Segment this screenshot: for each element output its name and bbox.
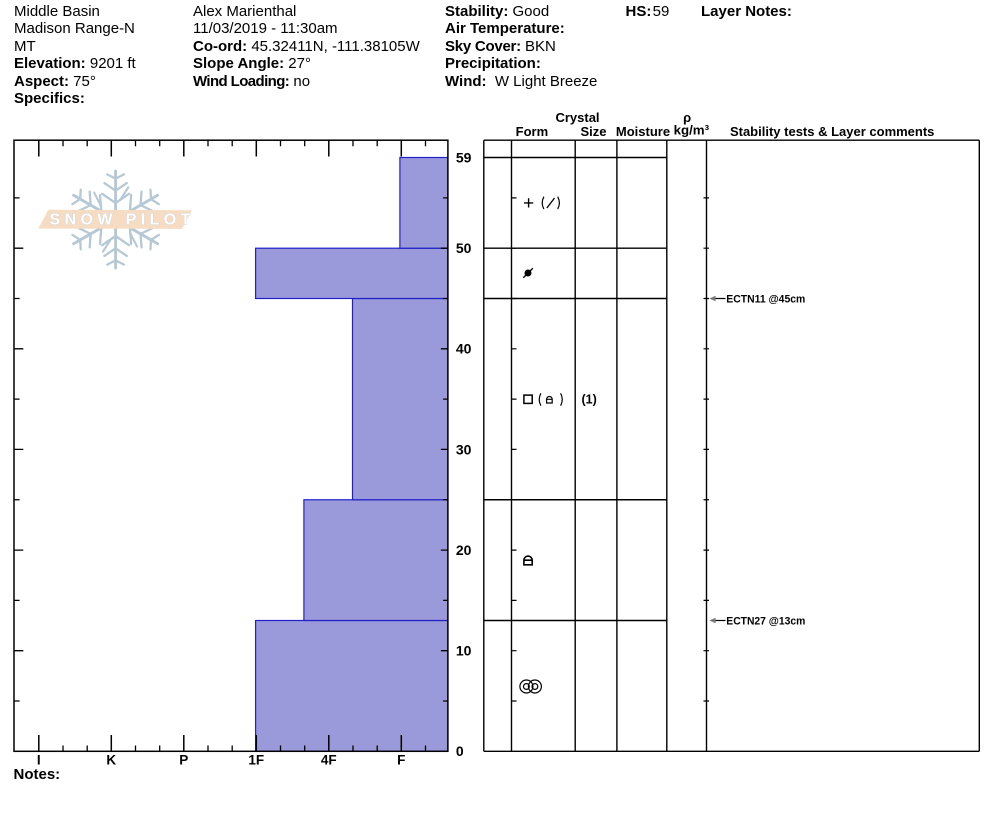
svg-text:I: I [37,753,41,768]
svg-text:Notes:: Notes: [14,766,61,783]
svg-text:Form: Form [516,124,549,139]
svg-text:SNOW PILOT: SNOW PILOT [50,212,195,229]
svg-text:0: 0 [456,743,464,759]
svg-text:F: F [397,753,405,768]
svg-text:1F: 1F [248,753,264,768]
svg-text:K: K [106,753,116,768]
svg-text:ρ: ρ [683,110,691,125]
svg-text:Stability tests & Layer commen: Stability tests & Layer comments [730,124,934,139]
svg-text:Moisture: Moisture [616,124,670,139]
svg-text:P: P [179,753,188,768]
svg-text:40: 40 [456,341,472,357]
svg-text:Size: Size [580,124,606,139]
svg-text:4F: 4F [321,753,337,768]
svg-text:Crystal: Crystal [555,110,599,125]
svg-text:(1): (1) [582,393,597,407]
svg-text:ECTN27 @13cm: ECTN27 @13cm [726,615,805,627]
svg-text:30: 30 [456,441,472,457]
svg-text:20: 20 [456,542,472,558]
svg-text:10: 10 [456,643,472,659]
svg-text:59: 59 [456,149,472,165]
svg-text:ECTN11 @45cm: ECTN11 @45cm [726,293,805,305]
svg-text:kg/m³: kg/m³ [674,123,710,138]
svg-text:50: 50 [456,240,472,256]
